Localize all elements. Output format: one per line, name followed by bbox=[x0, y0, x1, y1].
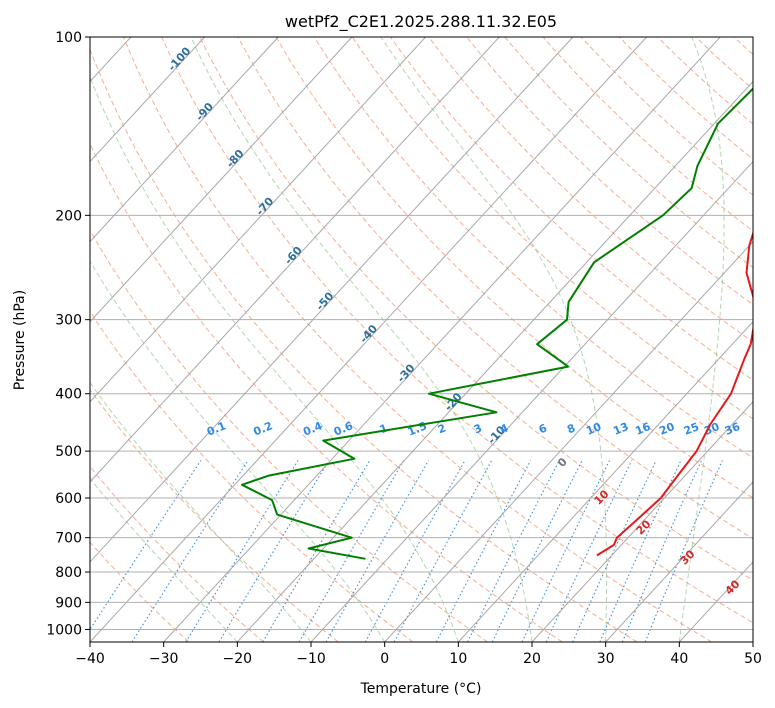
isotherm-gridline bbox=[236, 80, 753, 642]
axes: −40 −30 −20 −10 0 10 20 30 40 50 100 200 300 400 500 60… bbox=[46, 30, 762, 667]
y-tick-label: 500 bbox=[55, 444, 82, 460]
isotherm-gridline bbox=[457, 320, 753, 642]
dry-adiabat-line bbox=[161, 37, 753, 624]
x-tick-label: −10 bbox=[296, 651, 326, 667]
x-tick-label: 40 bbox=[670, 651, 688, 667]
dry-adiabat-line bbox=[90, 465, 264, 642]
dry-adiabat-line bbox=[199, 37, 753, 581]
moist-adiabat-line bbox=[380, 37, 608, 642]
y-tick-label: 900 bbox=[55, 595, 82, 611]
x-tick-label: 30 bbox=[597, 651, 615, 667]
plot-frame bbox=[89, 36, 754, 643]
mixing-ratio-label: 16 bbox=[633, 420, 652, 438]
dry-adiabat-line bbox=[90, 389, 339, 642]
moist-adiabat-line bbox=[90, 75, 459, 642]
temperature-profile-line bbox=[596, 230, 753, 557]
mixing-ratio-label: 2 bbox=[436, 421, 448, 436]
dry-adiabat-line bbox=[504, 37, 753, 269]
mixing-ratio-label: 3 bbox=[472, 421, 484, 436]
isotherm-gridline bbox=[90, 37, 647, 642]
x-tick-label: 50 bbox=[744, 651, 762, 667]
x-tick-label: −20 bbox=[223, 651, 253, 667]
isotherm-gridline bbox=[310, 160, 753, 642]
dry-adiabat-line bbox=[123, 37, 712, 642]
isotherm-gridline bbox=[163, 37, 721, 642]
mixing-ratio-line bbox=[364, 460, 466, 642]
x-axis-label: Temperature (°C) bbox=[360, 681, 482, 697]
plot-area: -100-90-80-70-60-50-40-30-20-100.1 0.2 0.4… bbox=[90, 37, 753, 642]
mixing-ratio-line bbox=[491, 460, 583, 642]
mixing-ratio-label: 8 bbox=[565, 421, 577, 436]
moist-adiabat-line bbox=[190, 37, 533, 642]
mixing-ratio-label: 30 bbox=[702, 420, 721, 438]
mixing-ratio-label: 13 bbox=[611, 420, 630, 438]
isotherm-gridline bbox=[90, 37, 205, 163]
isotherm-gridline bbox=[90, 37, 574, 563]
y-tick-label: 1000 bbox=[46, 622, 82, 638]
isotherm-gridline bbox=[384, 240, 753, 642]
moist-adiabat-line bbox=[90, 260, 386, 642]
x-tick-label: 10 bbox=[449, 651, 467, 667]
mixing-ratio-line bbox=[262, 460, 371, 642]
x-tick-label: 0 bbox=[380, 651, 389, 667]
x-tick-label: −40 bbox=[75, 651, 105, 667]
mixing-ratio-label: 36 bbox=[723, 420, 742, 438]
y-tick-label: 600 bbox=[55, 491, 82, 507]
moist-adiabat-line bbox=[678, 37, 725, 642]
dry-adiabat-line bbox=[90, 142, 563, 642]
y-tick-label: 400 bbox=[55, 387, 82, 403]
dry-adiabat-line bbox=[275, 37, 753, 499]
mixing-ratio-line bbox=[621, 460, 703, 642]
y-tick-label: 200 bbox=[55, 208, 82, 224]
isotherm-gridline bbox=[531, 401, 753, 642]
dry-adiabat-line bbox=[390, 37, 753, 381]
mixing-ratio-label: 1 bbox=[378, 421, 390, 436]
mixing-ratio-line bbox=[298, 460, 405, 642]
moist-adiabat-line bbox=[90, 477, 238, 642]
y-axis-label: Pressure (hPa) bbox=[12, 290, 28, 390]
dry-adiabat-line bbox=[351, 37, 753, 420]
mixing-ratio-label: 10 bbox=[584, 420, 603, 438]
y-tick-label: 100 bbox=[55, 30, 82, 46]
dry-adiabat-line bbox=[428, 37, 753, 343]
y-tick-label: 700 bbox=[55, 531, 82, 547]
isotherm-gridline bbox=[90, 37, 500, 483]
dry-adiabat-line bbox=[90, 48, 638, 642]
y-tick-label: 800 bbox=[55, 565, 82, 581]
mixing-ratio-line bbox=[521, 460, 610, 642]
chart-title: wetPf2_C2E1.2025.288.11.32.E05 bbox=[285, 12, 557, 32]
y-tick-label: 300 bbox=[55, 313, 82, 329]
mixing-ratio-label: 25 bbox=[682, 420, 701, 438]
isotherm-gridline bbox=[90, 37, 279, 243]
x-tick-label: 20 bbox=[523, 651, 541, 667]
mixing-ratio-line bbox=[218, 460, 330, 642]
dry-adiabat-line bbox=[580, 37, 753, 196]
mixing-ratio-line bbox=[572, 460, 657, 642]
isotherm-gridline bbox=[90, 37, 426, 403]
mixing-ratio-label: 20 bbox=[657, 420, 676, 438]
dewpoint-profile-line bbox=[241, 87, 753, 560]
x-tick-label: −30 bbox=[149, 651, 179, 667]
dry-adiabat-line bbox=[237, 37, 753, 540]
isotherm-gridline bbox=[90, 37, 353, 323]
mixing-ratio-line bbox=[467, 460, 560, 642]
mixing-ratio-line bbox=[644, 460, 723, 642]
mixing-ratio-line bbox=[90, 460, 202, 631]
isotherm-gridline bbox=[605, 481, 753, 642]
